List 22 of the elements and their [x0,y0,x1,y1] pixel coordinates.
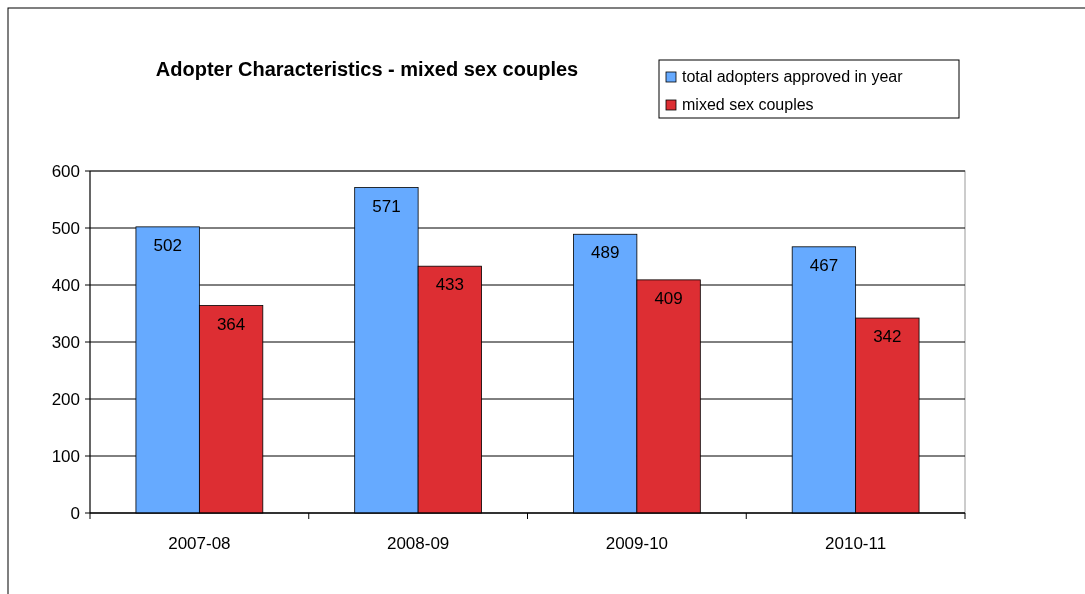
legend-label: mixed sex couples [682,96,814,113]
y-tick-label: 600 [51,162,80,181]
x-tick-label: 2010-11 [825,534,887,553]
data-label: 364 [216,314,246,334]
y-tick-label: 300 [51,333,80,352]
x-tick-label: 2007-08 [168,534,231,553]
x-tick-label: 2008-09 [386,534,450,553]
y-tick-label: 100 [51,447,80,466]
data-label: 467 [809,255,839,275]
data-label: 409 [654,288,683,308]
data-label: 489 [590,243,620,263]
data-label: 433 [435,275,465,295]
data-label: 571 [372,196,401,216]
y-tick-label: 400 [51,276,80,295]
data-label: 502 [153,235,182,255]
y-tick-label: 0 [70,504,80,523]
data-label: 342 [873,327,902,347]
x-tick-label: 2009-10 [605,534,669,553]
y-tick-label: 500 [51,219,80,238]
y-tick-label: 200 [51,390,80,409]
legend-label: total adopters approved in year [682,68,904,85]
chart-title: Adopter Characteristics - mixed sex couples [155,58,579,80]
